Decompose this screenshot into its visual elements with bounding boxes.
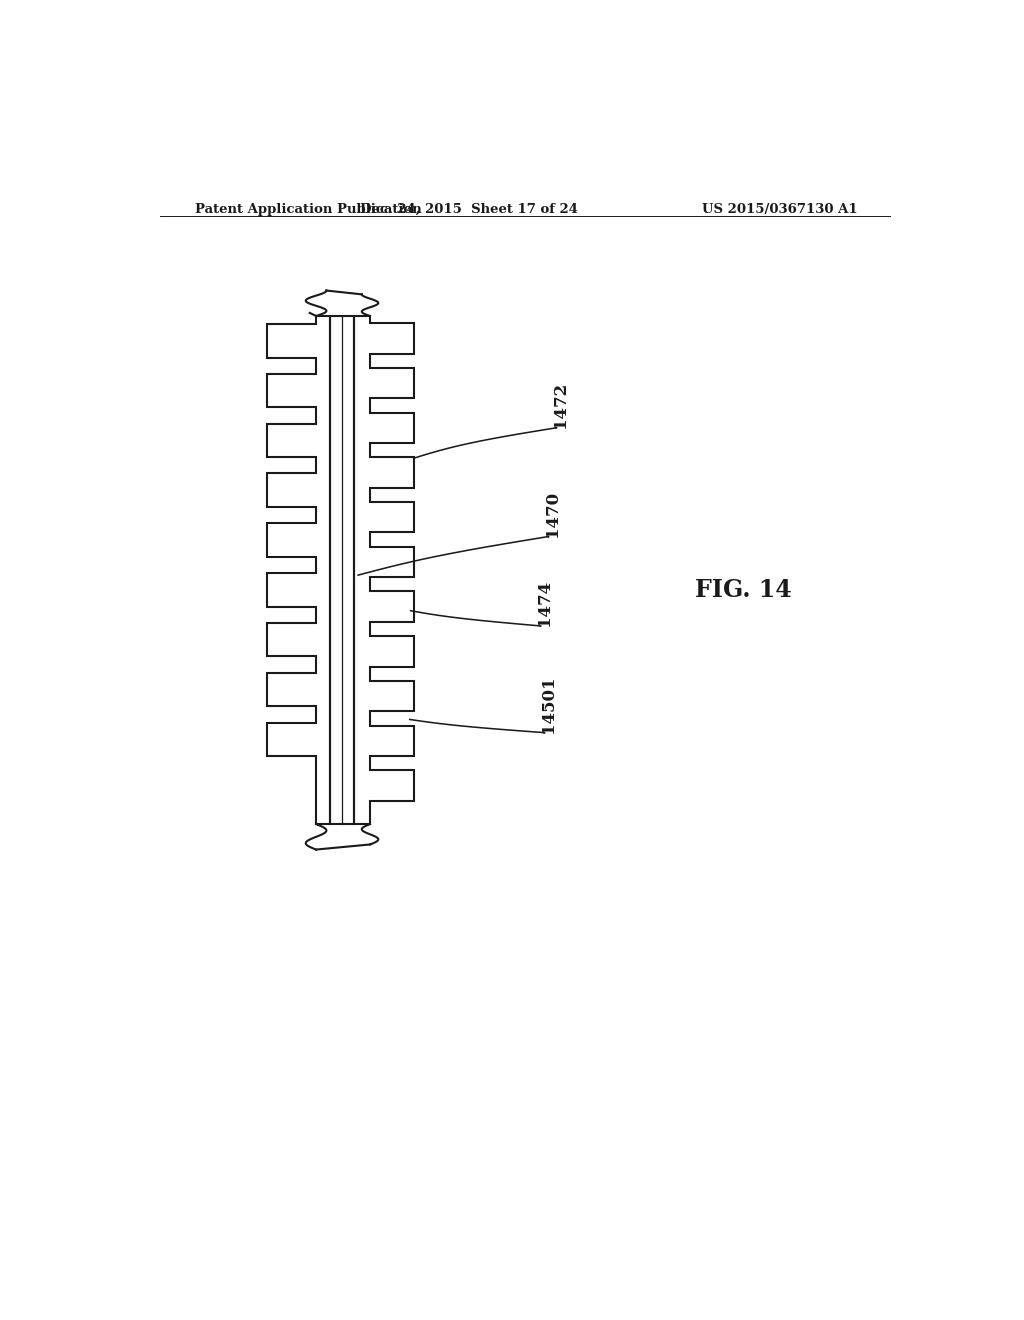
Text: 1472: 1472 (552, 381, 569, 428)
Text: US 2015/0367130 A1: US 2015/0367130 A1 (702, 203, 858, 216)
Text: Dec. 24, 2015  Sheet 17 of 24: Dec. 24, 2015 Sheet 17 of 24 (360, 203, 579, 216)
Text: FIG. 14: FIG. 14 (694, 578, 792, 602)
Text: 14501: 14501 (540, 675, 557, 733)
Text: Patent Application Publication: Patent Application Publication (196, 203, 422, 216)
Text: 1470: 1470 (544, 490, 561, 536)
Text: 1474: 1474 (537, 579, 553, 626)
